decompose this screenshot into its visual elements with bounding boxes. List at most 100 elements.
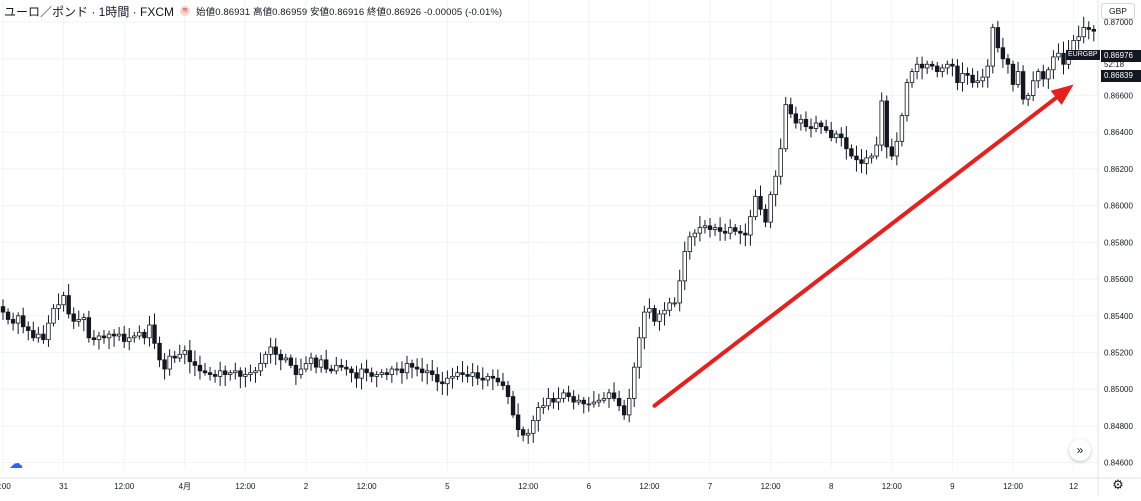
candle-body [879, 100, 884, 146]
symbol-price-label: EURGBP [1066, 50, 1100, 60]
candle-body [642, 311, 647, 339]
candle-body [1041, 71, 1046, 80]
candle-body [571, 396, 576, 403]
candle-body [672, 302, 677, 305]
candle-body [394, 368, 400, 371]
candle-body [5, 311, 11, 320]
candle-body [985, 65, 990, 78]
x-tick-label: 12:00 [761, 482, 782, 491]
settings-gear-icon[interactable]: ⚙ [1112, 477, 1124, 492]
candle-body [520, 429, 526, 436]
candle-body [662, 309, 667, 315]
candle-body [122, 333, 127, 342]
candles [0, 16, 1096, 444]
candle-body [424, 370, 430, 374]
candle-body [763, 208, 768, 223]
candle-body [667, 302, 672, 311]
candle-body [899, 115, 905, 142]
x-tick-label: 12:00 [1003, 482, 1024, 491]
candle-body [955, 65, 960, 84]
candle-body [379, 372, 384, 375]
candle-body [137, 331, 142, 337]
candle-body [924, 63, 930, 69]
trend-arrow [652, 84, 1074, 408]
y-tick-label: 0.85200 [1104, 349, 1133, 358]
candle-body [1051, 56, 1056, 71]
candle-body [132, 335, 137, 339]
candle-body [91, 337, 97, 341]
tradingview-logo-icon[interactable]: ☁ [9, 455, 23, 471]
symbol-title[interactable]: ユーロ／ポンド · 1時間 · FXCM [4, 4, 174, 19]
candle-body [56, 304, 61, 309]
candle-body [455, 372, 460, 377]
candle-body [733, 227, 738, 232]
candle-body [657, 313, 662, 322]
candle-body [904, 82, 910, 117]
candle-body [596, 399, 602, 403]
candle-body [914, 63, 920, 73]
candle-body [222, 370, 228, 375]
candle-body [167, 355, 172, 370]
y-tick-label: 0.85400 [1104, 312, 1133, 321]
candle-body [349, 368, 354, 374]
candle-body [253, 370, 258, 374]
candle-body [586, 403, 591, 406]
marker-price-tag: 0.86839 [1101, 70, 1141, 82]
candle-body [743, 232, 748, 236]
candle-body [894, 140, 900, 157]
candle-body [945, 63, 950, 69]
candle-body [753, 196, 758, 218]
candle-body [531, 420, 536, 434]
candle-body [364, 368, 369, 374]
candle-body [238, 370, 243, 377]
candle-body [172, 355, 177, 359]
candle-body [950, 63, 955, 67]
candle-body [450, 375, 455, 379]
scroll-to-realtime-button[interactable]: » [1069, 439, 1091, 461]
candle-body [288, 357, 294, 366]
candle-body [258, 363, 263, 372]
x-tick-label: 5 [445, 482, 450, 491]
candle-body [106, 333, 112, 339]
candle-body [839, 133, 844, 139]
candle-body [970, 74, 975, 84]
candle-body [197, 364, 203, 372]
candle-body [445, 377, 450, 385]
candle-body [46, 322, 51, 341]
candle-body [485, 375, 490, 381]
candle-body [303, 363, 309, 370]
market-status-icon[interactable]: ≋ [180, 6, 190, 16]
candle-body [1046, 69, 1051, 80]
candle-body [1000, 47, 1006, 60]
candle-body [717, 227, 723, 232]
candle-body [778, 148, 783, 177]
candle-body [637, 337, 642, 368]
x-tick-label: 8 [829, 482, 834, 491]
candle-body [298, 368, 304, 375]
candle-body [313, 357, 319, 368]
candle-body [268, 346, 273, 355]
candle-body [551, 397, 556, 403]
candle-body [697, 227, 703, 234]
candle-body [702, 225, 708, 229]
candle-body [627, 397, 632, 416]
x-tick-label: 4月 [179, 482, 191, 491]
candle-body [546, 397, 551, 407]
candle-body [829, 129, 834, 139]
currency-button[interactable]: GBP [1101, 3, 1135, 19]
candle-body [152, 324, 157, 344]
candle-body [96, 335, 102, 341]
candle-body [889, 146, 894, 157]
candle-body [480, 377, 485, 381]
candle-body [677, 280, 682, 304]
candle-body [430, 370, 435, 375]
candle-body [162, 359, 167, 370]
candle-body [849, 148, 854, 157]
candle-body [404, 363, 410, 374]
candle-body [157, 342, 162, 361]
candle-body [177, 353, 182, 359]
candle-body [419, 368, 425, 374]
x-tick-label: 12:00 [882, 482, 903, 491]
